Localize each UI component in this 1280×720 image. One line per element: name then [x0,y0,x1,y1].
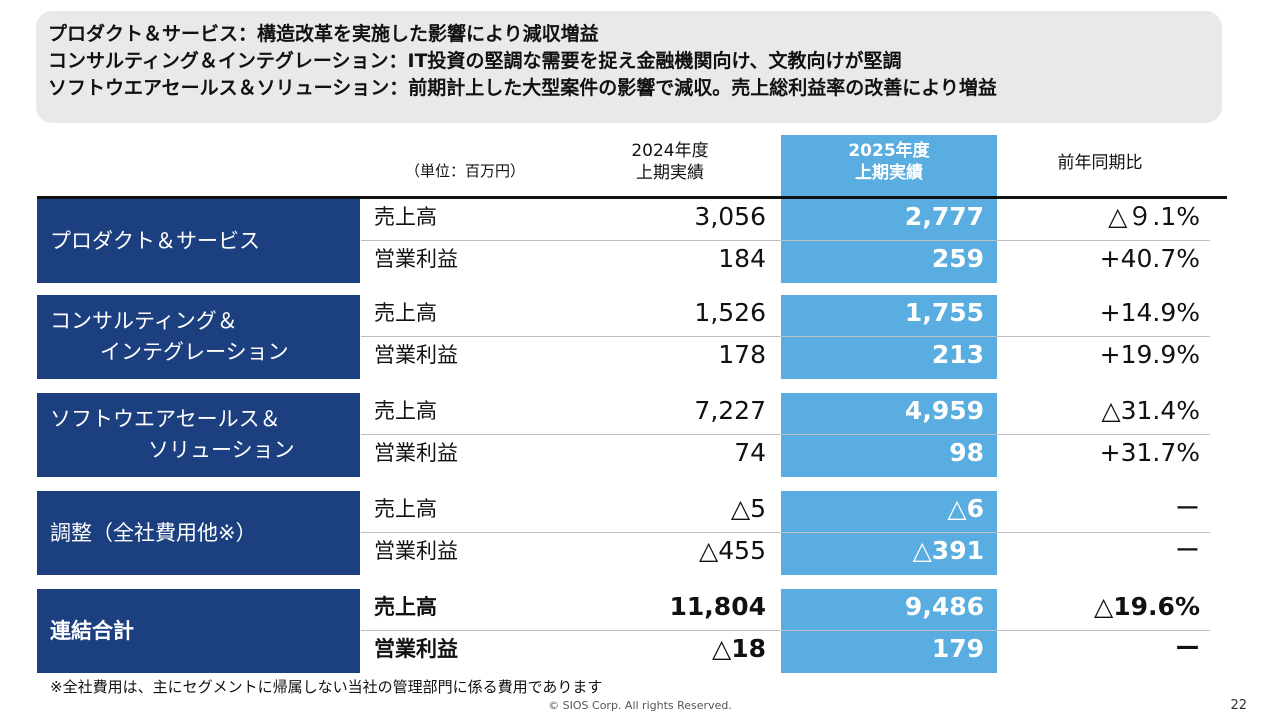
segment-label-total: 連結合計 [37,589,360,673]
segment-label-text: インテグレーション [100,340,289,364]
prev-value: 178 [718,340,766,369]
header-prev-year-line1: 2024年度 [631,141,709,161]
yoy-value: +19.9% [1099,340,1200,369]
segment-label-text: ソフトウエアセールス＆ [50,407,281,431]
header-divider [37,196,1227,199]
segment-label-product: プロダクト＆サービス [37,199,360,283]
prev-value: 7,227 [694,396,766,425]
summary-line-product: プロダクト＆サービス：構造改革を実施した影響により減収増益 [48,23,599,45]
curr-value: 1,755 [904,298,984,327]
yoy-value: ー [1174,634,1200,663]
yoy-value: △９.1% [1108,202,1200,231]
prev-value: 11,804 [669,592,766,621]
segment-label-text: 連結合計 [50,618,134,643]
row-name: 売上高 [374,205,437,229]
header-curr-year-line2: 上期実績 [855,163,923,183]
summary-line-consulting: コンサルティング＆インテグレーション：IT投資の堅調な需要を捉え金融機関向け、文… [48,50,902,72]
row-name: 売上高 [374,301,437,325]
curr-value: 179 [931,634,984,663]
row-name: 営業利益 [374,637,458,661]
header-prev-year: 2024年度 上期実績 [600,140,740,184]
curr-value: 213 [931,340,984,369]
segment-label-software: ソフトウエアセールス＆ ソリューション [37,393,360,477]
yoy-value: +31.7% [1099,438,1200,467]
current-year-column-bg [781,589,997,673]
curr-value: △6 [947,494,984,523]
unit-label: （単位：百万円） [405,162,526,180]
curr-value: 9,486 [904,592,984,621]
yoy-value: +14.9% [1099,298,1200,327]
current-year-column-bg [781,295,997,379]
header-prev-year-line2: 上期実績 [636,163,704,183]
curr-value: △391 [912,536,984,565]
header-yoy: 前年同期比 [1057,153,1143,173]
current-year-column-bg [781,393,997,477]
row-name: 営業利益 [374,539,458,563]
yoy-value: +40.7% [1099,244,1200,273]
segment-label-text: ソリューション [148,438,295,462]
prev-value: △18 [711,634,766,663]
prev-value: 74 [734,438,766,467]
curr-value: 2,777 [904,202,984,231]
header-curr-year: 2025年度 上期実績 [781,135,997,196]
segment-label-text: コンサルティング＆ [50,309,238,333]
row-divider [361,532,1210,533]
row-name: 売上高 [374,595,437,619]
yoy-value: △19.6% [1094,592,1200,621]
segment-label-text: 調整（全社費用他※） [50,520,257,545]
current-year-column-bg [781,491,997,575]
prev-value: △455 [699,536,766,565]
prev-value: 184 [718,244,766,273]
row-name: 売上高 [374,399,437,423]
copyright: © SIOS Corp. All rights Reserved. [548,699,732,712]
prev-value: 3,056 [694,202,766,231]
yoy-value: △31.4% [1101,396,1200,425]
yoy-value: ー [1174,494,1200,523]
row-divider [361,630,1210,631]
curr-value: 98 [949,438,984,467]
row-divider [361,240,1210,241]
row-divider [361,434,1210,435]
row-name: 営業利益 [374,247,458,271]
row-name: 営業利益 [374,441,458,465]
header-curr-year-line1: 2025年度 [848,141,930,161]
row-divider [361,336,1210,337]
yoy-value: ー [1174,536,1200,565]
page-number: 22 [1230,698,1247,713]
segment-label-text: プロダクト＆サービス [50,228,260,253]
row-name: 売上高 [374,497,437,521]
segment-label-consulting: コンサルティング＆ インテグレーション [37,295,360,379]
footnote: ※全社費用は、主にセグメントに帰属しない当社の管理部門に係る費用であります [50,678,603,696]
segment-label-adjustment: 調整（全社費用他※） [37,491,360,575]
prev-value: 1,526 [694,298,766,327]
curr-value: 4,959 [904,396,984,425]
current-year-column-bg [781,199,997,283]
summary-box: プロダクト＆サービス：構造改革を実施した影響により減収増益 コンサルティング＆イ… [36,11,1222,123]
summary-line-software: ソフトウエアセールス＆ソリューション：前期計上した大型案件の影響で減収。売上総利… [48,77,997,99]
curr-value: 259 [931,244,984,273]
row-name: 営業利益 [374,343,458,367]
prev-value: △5 [730,494,766,523]
